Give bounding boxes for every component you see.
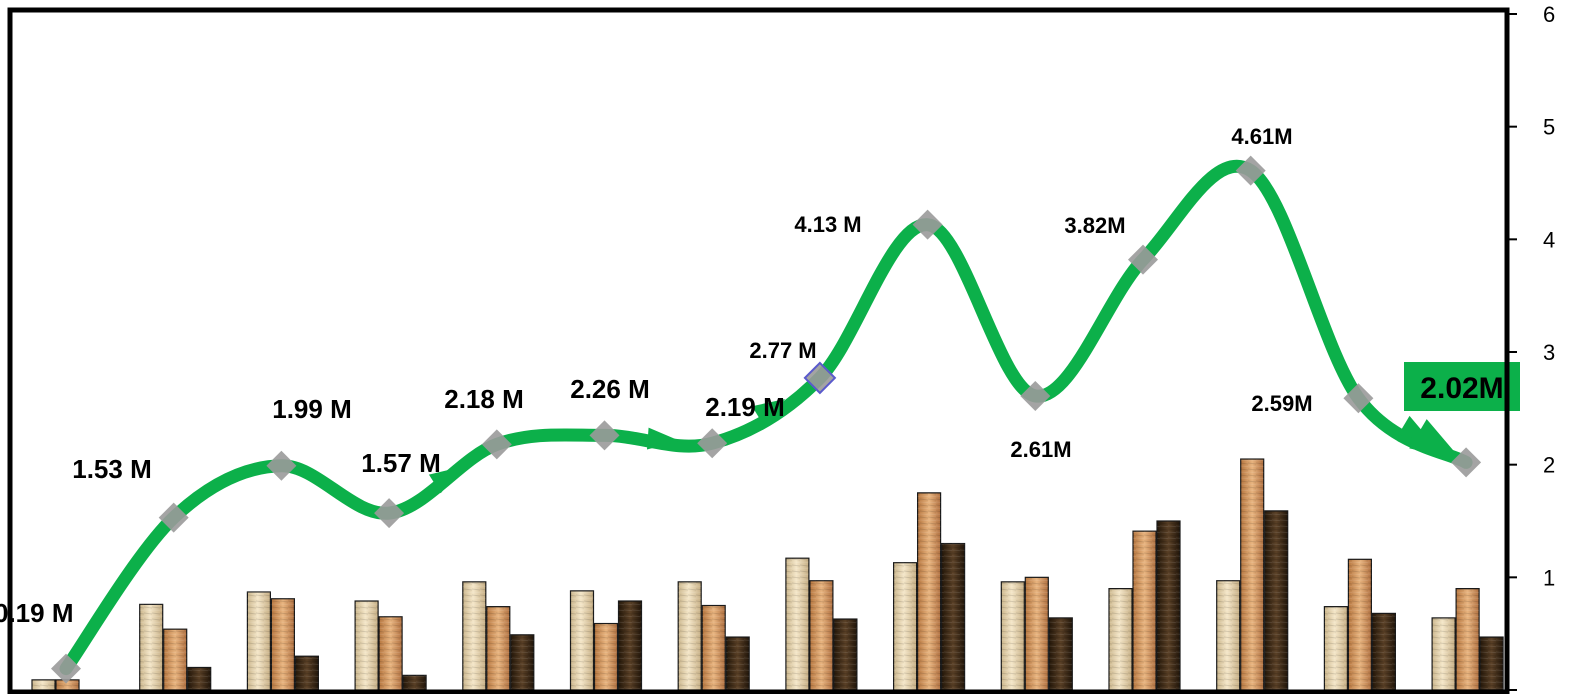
point-label-12: 2.59M (1251, 391, 1312, 416)
bar-texture-series3-3 (403, 675, 427, 690)
point-label-8: 4.13 M (794, 212, 861, 237)
arrowhead-5 (646, 427, 680, 450)
line-marker-2 (266, 450, 297, 481)
bar-texture-series2-13 (1456, 588, 1480, 690)
bar-texture-series2-11 (1240, 459, 1264, 690)
bar-texture-series1-9 (1001, 581, 1025, 690)
bar-texture-series1-1 (139, 604, 163, 690)
point-label-13: 2.02M (1420, 372, 1503, 405)
y-tick-label-6: 6 (1543, 2, 1555, 27)
bar-texture-series3-6 (726, 637, 750, 690)
bar-texture-series2-3 (379, 616, 403, 690)
bar-texture-series2-0 (56, 679, 79, 690)
point-label-9: 2.61M (1010, 437, 1071, 462)
bar-texture-series2-4 (486, 606, 510, 690)
final-value-box (1404, 362, 1520, 411)
y-tick-label-4: 4 (1543, 227, 1555, 252)
bar-texture-series3-4 (510, 634, 534, 690)
bar-texture-series1-13 (1432, 617, 1456, 690)
line-marker-13 (1451, 447, 1482, 478)
point-label-5: 2.26 M (570, 374, 650, 404)
line-marker-8 (912, 209, 943, 240)
bar-texture-series3-7 (833, 619, 857, 690)
y-tick-label-3: 3 (1543, 340, 1555, 365)
line-marker-1 (158, 502, 189, 533)
point-label-1: 1.53 M (72, 454, 152, 484)
y-tick-label-2: 2 (1543, 453, 1555, 478)
bar-texture-series3-5 (618, 600, 642, 690)
bar-texture-series2-6 (702, 605, 726, 690)
bar-texture-series3-10 (1157, 521, 1180, 690)
line-marker-4 (481, 429, 512, 460)
bar-texture-series1-3 (355, 600, 379, 690)
point-label-2: 1.99 M (272, 394, 352, 424)
bar-texture-series1-10 (1109, 588, 1132, 690)
bar-texture-series2-7 (809, 580, 833, 690)
point-label-7: 2.77 M (749, 338, 816, 363)
bar-texture-series2-1 (163, 629, 187, 690)
line-marker-7 (803, 361, 837, 395)
bar-texture-series2-2 (271, 598, 295, 690)
bar-texture-series3-12 (1372, 613, 1396, 690)
bar-texture-series2-8 (917, 492, 941, 690)
point-label-3: 1.57 M (361, 448, 441, 478)
line-marker-6 (697, 428, 728, 459)
point-label-6: 2.19 M (705, 392, 785, 422)
bar-texture-series3-2 (295, 656, 319, 690)
bar-texture-series2-9 (1025, 577, 1049, 690)
point-label-10: 3.82M (1064, 213, 1125, 238)
bar-texture-series2-5 (594, 623, 618, 690)
bar-texture-series1-8 (893, 562, 917, 690)
line-marker-10 (1128, 244, 1158, 275)
bar-texture-series1-5 (570, 590, 594, 690)
point-label-11: 4.61M (1231, 124, 1292, 149)
arrowhead-end (1409, 419, 1461, 460)
line-marker-11 (1235, 155, 1266, 186)
bar-texture-series1-12 (1324, 606, 1348, 690)
line-layer (51, 155, 1482, 684)
bar-texture-series1-4 (462, 581, 486, 690)
arrowhead-6 (752, 399, 786, 426)
line-marker-12 (1343, 383, 1374, 414)
bar-texture-series3-13 (1480, 637, 1504, 690)
bar-texture-series1-0 (32, 679, 55, 690)
bar-texture-series1-2 (247, 591, 271, 690)
right-axis: 1 2 3 4 5 6 (1505, 2, 1555, 691)
arrowhead-3 (428, 466, 462, 494)
line-marker-0 (51, 653, 81, 684)
line-marker-9 (1020, 380, 1051, 411)
point-label-4: 2.18 M (444, 384, 524, 414)
bar-texture-series3-8 (941, 543, 965, 690)
bar-texture-series2-10 (1133, 531, 1156, 690)
line-marker-3 (374, 498, 405, 529)
y-tick-label-1: 1 (1543, 565, 1555, 590)
bar-texture-series3-11 (1264, 510, 1288, 690)
bar-texture-series1-6 (678, 581, 702, 690)
bar-texture-series1-11 (1216, 580, 1240, 690)
bar-texture-series3-9 (1049, 617, 1073, 690)
bar-texture-series3-1 (187, 667, 211, 690)
line-marker-5 (589, 420, 620, 451)
bar-texture-series2-12 (1348, 559, 1372, 690)
y-tick-label-5: 5 (1543, 115, 1555, 140)
bar-texture-series1-7 (785, 558, 809, 690)
